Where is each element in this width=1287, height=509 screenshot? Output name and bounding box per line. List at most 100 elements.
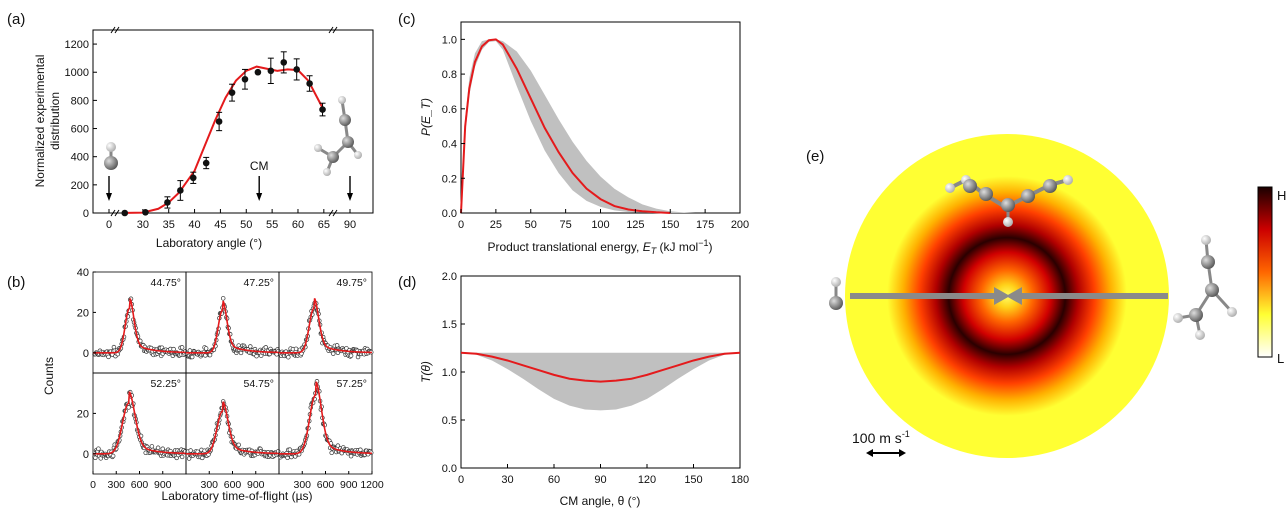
tof-fit-line: [186, 401, 280, 455]
y-tick-label: 1.5: [442, 319, 457, 331]
y-tick-label: 0.0: [442, 463, 457, 475]
panel-b-y-label: Counts: [42, 357, 56, 395]
panel-c-y-ticks: 0.0 0.2 0.4 0.6 0.8 1.0: [442, 34, 465, 220]
tof-subplot: 47.25°: [185, 271, 281, 374]
subplot-angle-label: 44.75°: [151, 277, 181, 289]
panel-e: (e): [806, 134, 1286, 458]
axis-break-mark: [328, 26, 338, 34]
x-tick-label: 300: [293, 479, 311, 491]
panel-a-x-ticks: 0 30 35 40 45 50 55 60 65 90: [106, 26, 356, 231]
x-tick-label: 0: [458, 219, 464, 231]
tof-fit-line: [93, 391, 187, 455]
x-tick-label: 125: [626, 219, 644, 231]
data-point: [254, 68, 262, 76]
x-tick-label: 1200: [360, 479, 384, 491]
x-tick-label: 180: [731, 474, 749, 486]
panel-c-x-label-unit: (kJ mol: [656, 240, 698, 254]
tof-point: [149, 444, 155, 449]
panel-a-y-label-line2: distribution: [48, 92, 62, 150]
panel-c-label: (c): [398, 11, 416, 28]
subplot-angle-label: 57.25°: [337, 378, 367, 390]
tof-point: [200, 455, 205, 461]
tof-point: [110, 453, 116, 459]
axis-break-mark: [110, 26, 120, 34]
data-point: [189, 174, 197, 182]
panel-c-plot-layer: [460, 38, 696, 214]
tof-point: [358, 447, 363, 452]
x-tick-label: 600: [317, 479, 335, 491]
best-fit-line: [460, 38, 671, 214]
data-point: [306, 80, 313, 87]
panel-d-x-ticks: 0 30 60 90 120 150 180: [458, 464, 749, 486]
tof-point: [293, 346, 299, 352]
data-point: [280, 59, 288, 66]
tof-point: [188, 448, 193, 453]
data-point: [142, 208, 149, 216]
tof-subplot: 52.25° 0 20 0 300 600 900: [77, 372, 188, 491]
tof-point: [155, 445, 161, 451]
x-tick-label: 600: [224, 479, 242, 491]
panel-b-subplots: 44.75° 0 20 40 47.25° 49.75° 52.25° 0 20 0 300 600 9…: [77, 267, 384, 491]
tof-subplot: 44.75° 0 20 40: [77, 267, 188, 374]
panel-a-y-ticks: 0 200 400 600 800 1000 1200: [65, 39, 97, 220]
x-tick-label: 45: [214, 219, 226, 231]
x-tick-label: 50: [240, 219, 252, 231]
best-fit-line: [460, 351, 741, 383]
x-tick-label: 300: [200, 479, 218, 491]
tof-point: [106, 354, 111, 360]
cm-annotation: CM: [250, 159, 269, 173]
y-tick-label: 0.6: [442, 104, 457, 116]
tof-point: [331, 351, 336, 356]
data-point: [164, 199, 171, 206]
y-tick-label: 800: [71, 95, 89, 107]
panel-c-x-label-text: Product translational energy,: [488, 240, 643, 254]
tof-point: [287, 447, 293, 452]
tof-point: [248, 344, 253, 349]
tof-point: [179, 454, 185, 460]
x-tick-label: 55: [266, 219, 278, 231]
x-tick-label: 900: [154, 479, 172, 491]
axis-break-mark: [328, 209, 338, 217]
down-arrow-head: [106, 193, 112, 201]
y-tick-label: 1.0: [442, 34, 457, 46]
x-tick-label: 50: [525, 219, 537, 231]
data-point: [319, 106, 326, 113]
panel-d: (d) 0 30 60 90 120 150 180 0.0 0.5 1.0 1.5 2.0 CM …: [398, 271, 749, 508]
tof-point: [179, 345, 185, 350]
velocity-scale-sup: -1: [902, 429, 910, 439]
tof-point: [329, 450, 334, 456]
down-arrow-head: [347, 193, 353, 201]
colorbar: [1257, 186, 1273, 358]
y-tick-label: 2.0: [442, 271, 457, 283]
x-tick-label: 25: [490, 219, 502, 231]
panel-c-x-label-sup: −1: [698, 238, 708, 248]
y-tick-label: 0.5: [442, 415, 457, 427]
x-tick-label: 175: [696, 219, 714, 231]
x-tick-label: 60: [548, 474, 560, 486]
y-tick-label: 40: [77, 267, 89, 279]
tof-point: [93, 455, 98, 461]
y-tick-label: 0.0: [442, 208, 457, 220]
y-tick-label: 0: [83, 449, 89, 461]
beam-arrow-right: [1006, 287, 1168, 305]
panel-c: (c) 0 25 50 75 100 125 150 175 200 0.00.20.40.60…: [398, 11, 749, 256]
y-tick-label: 200: [71, 180, 89, 192]
data-point: [241, 75, 249, 83]
down-arrow-head: [256, 193, 263, 201]
x-tick-label: 90: [594, 474, 606, 486]
tof-point: [171, 346, 176, 352]
data-point: [177, 187, 184, 194]
x-tick-label: 900: [247, 479, 265, 491]
panel-c-x-label-close: ): [708, 240, 712, 254]
tof-subplot: 49.75°: [278, 271, 374, 374]
y-tick-label: 400: [71, 152, 89, 164]
y-tick-label: 20: [77, 408, 89, 420]
x-tick-label: 150: [684, 474, 702, 486]
velocity-scale-label: 100 m s-1: [852, 429, 910, 446]
tof-point: [348, 453, 354, 459]
x-tick-label: 600: [131, 479, 149, 491]
panel-b: (b) 44.75° 0 20 40 47.25° 49.75° 52.25° 0 20 0 300…: [7, 267, 384, 503]
panel-d-label: (d): [398, 274, 416, 291]
x-tick-label: 0: [90, 479, 96, 491]
tof-point: [286, 354, 291, 360]
